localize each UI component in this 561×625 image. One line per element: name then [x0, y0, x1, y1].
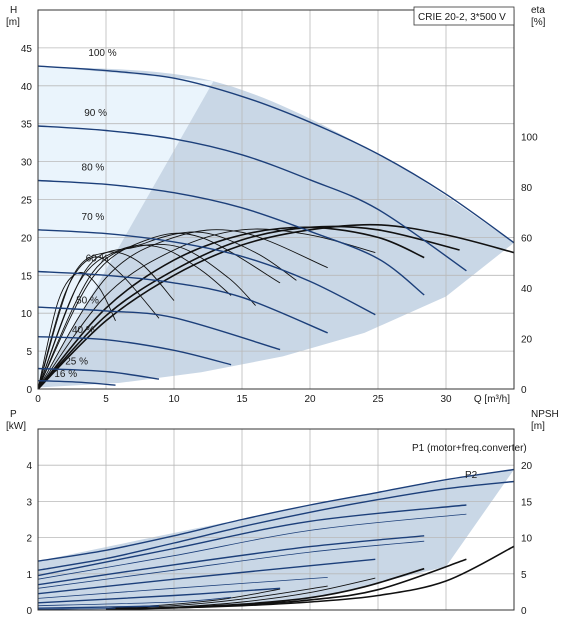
x-tick-label: 30 — [440, 394, 452, 405]
y2-tick-label: 20 — [521, 334, 533, 345]
curve-label: 70 % — [82, 212, 105, 223]
curve-label: 50 % — [76, 295, 99, 306]
chart-title-box: CRIE 20-2, 3*500 V — [413, 6, 515, 26]
efficiency-curve — [38, 272, 116, 389]
y-axis-label: H — [10, 5, 17, 16]
head-curve — [38, 229, 376, 316]
y2-tick-label: 10 — [521, 534, 533, 545]
efficiency-curve — [38, 223, 514, 389]
y2-tick-label: 0 — [521, 385, 527, 396]
power-curve — [38, 596, 232, 607]
y-tick-label: 25 — [21, 196, 33, 207]
efficiency-curve — [38, 228, 376, 389]
x-axis-label: Q [m³/h] — [474, 394, 510, 405]
power-curve — [38, 513, 467, 580]
y2-tick-label: 15 — [521, 497, 533, 508]
power-curve — [38, 558, 376, 595]
y-tick-label: 3 — [26, 497, 32, 508]
head-curve — [38, 179, 425, 296]
power-curve — [38, 535, 425, 586]
efficiency-curve — [38, 226, 425, 389]
head-curve — [38, 336, 232, 366]
chart-title: CRIE 20-2, 3*500 V — [418, 12, 506, 23]
plot-frame — [37, 9, 515, 390]
title-box — [413, 6, 515, 26]
curve-label: 40 % — [72, 325, 95, 336]
power-panel: 0 1 2 3 4 0 5 10 15 20 P[kW] NPSH[m] P1 (motor+freq.… — [6, 409, 559, 617]
efficiency-curve — [38, 244, 232, 389]
y2-tick-label: 80 — [521, 183, 533, 194]
power-curve — [38, 540, 425, 589]
y-tick-label: 2 — [26, 534, 32, 545]
curve-label: 100 % — [88, 48, 116, 59]
y2-axis-label: NPSH — [531, 409, 559, 420]
y-axis-unit: [m] — [6, 17, 20, 28]
curve-label: 80 % — [82, 163, 105, 174]
head-curve — [38, 367, 160, 380]
x-tick-label: 0 — [35, 394, 41, 405]
head-curve — [38, 125, 467, 272]
plot-frame — [37, 428, 515, 611]
y2-axis-unit: [m] — [531, 421, 545, 432]
curve-label: 90 % — [84, 108, 107, 119]
head-curve — [38, 270, 328, 334]
y2-axis-unit: [%] — [531, 17, 546, 28]
curve-label: 16 % — [54, 369, 77, 380]
y-tick-label: 5 — [26, 347, 32, 358]
efficiency-curve — [38, 256, 160, 389]
y-tick-label: 0 — [26, 385, 32, 396]
y-tick-label: 15 — [21, 271, 33, 282]
y2-axis-label: eta — [531, 5, 545, 16]
power-curve — [38, 608, 116, 610]
y2-tick-label: 40 — [521, 284, 533, 295]
y-tick-label: 35 — [21, 120, 33, 131]
x-tick-label: 10 — [168, 394, 180, 405]
y2-tick-label: 20 — [521, 461, 533, 472]
efficiency-curve — [38, 229, 328, 389]
y-tick-label: 30 — [21, 158, 33, 169]
y-tick-label: 10 — [21, 309, 33, 320]
operating-area — [38, 469, 514, 610]
y2-tick-label: 100 — [521, 132, 538, 143]
head-curve — [38, 380, 116, 386]
power-curve-main — [38, 468, 514, 562]
y2-tick-label: 5 — [521, 570, 527, 581]
power-curve — [38, 504, 467, 577]
y-tick-label: 45 — [21, 44, 33, 55]
head-curve — [38, 306, 281, 351]
operating-area-light — [38, 66, 214, 389]
efficiency-curve — [38, 225, 460, 389]
y-tick-label: 40 — [21, 82, 33, 93]
y-tick-label: 4 — [26, 461, 32, 472]
power-curve-main — [38, 480, 514, 571]
curve-label: 25 % — [65, 357, 88, 368]
head-curve — [38, 65, 514, 244]
y-axis-unit: [kW] — [6, 421, 26, 432]
curve-label: 60 % — [86, 254, 109, 265]
y2-tick-label: 60 — [521, 233, 533, 244]
y-tick-label: 20 — [21, 233, 33, 244]
efficiency-curve — [38, 232, 281, 389]
power-curve — [38, 605, 160, 609]
npsh-curve — [105, 577, 376, 610]
x-tick-label: 15 — [236, 394, 248, 405]
x-tick-label: 20 — [304, 394, 316, 405]
efficiency-curve — [38, 243, 256, 389]
x-tick-label: 25 — [372, 394, 384, 405]
series-annotation: P1 (motor+freq.converter) — [412, 443, 527, 454]
y-tick-label: 1 — [26, 570, 32, 581]
y-axis-label: P — [10, 409, 17, 420]
head-panel: 100 % 90 % 80 % 70 % 60 % 50 % 40 % 25 %16 % 0 5 1… — [6, 5, 546, 405]
y2-tick-label: 0 — [521, 606, 527, 617]
series-annotation: P2 — [465, 470, 478, 481]
x-tick-label: 5 — [103, 394, 109, 405]
power-curve — [38, 577, 328, 599]
power-curve — [38, 587, 281, 604]
y-tick-label: 0 — [26, 606, 32, 617]
npsh-curve — [105, 585, 328, 610]
